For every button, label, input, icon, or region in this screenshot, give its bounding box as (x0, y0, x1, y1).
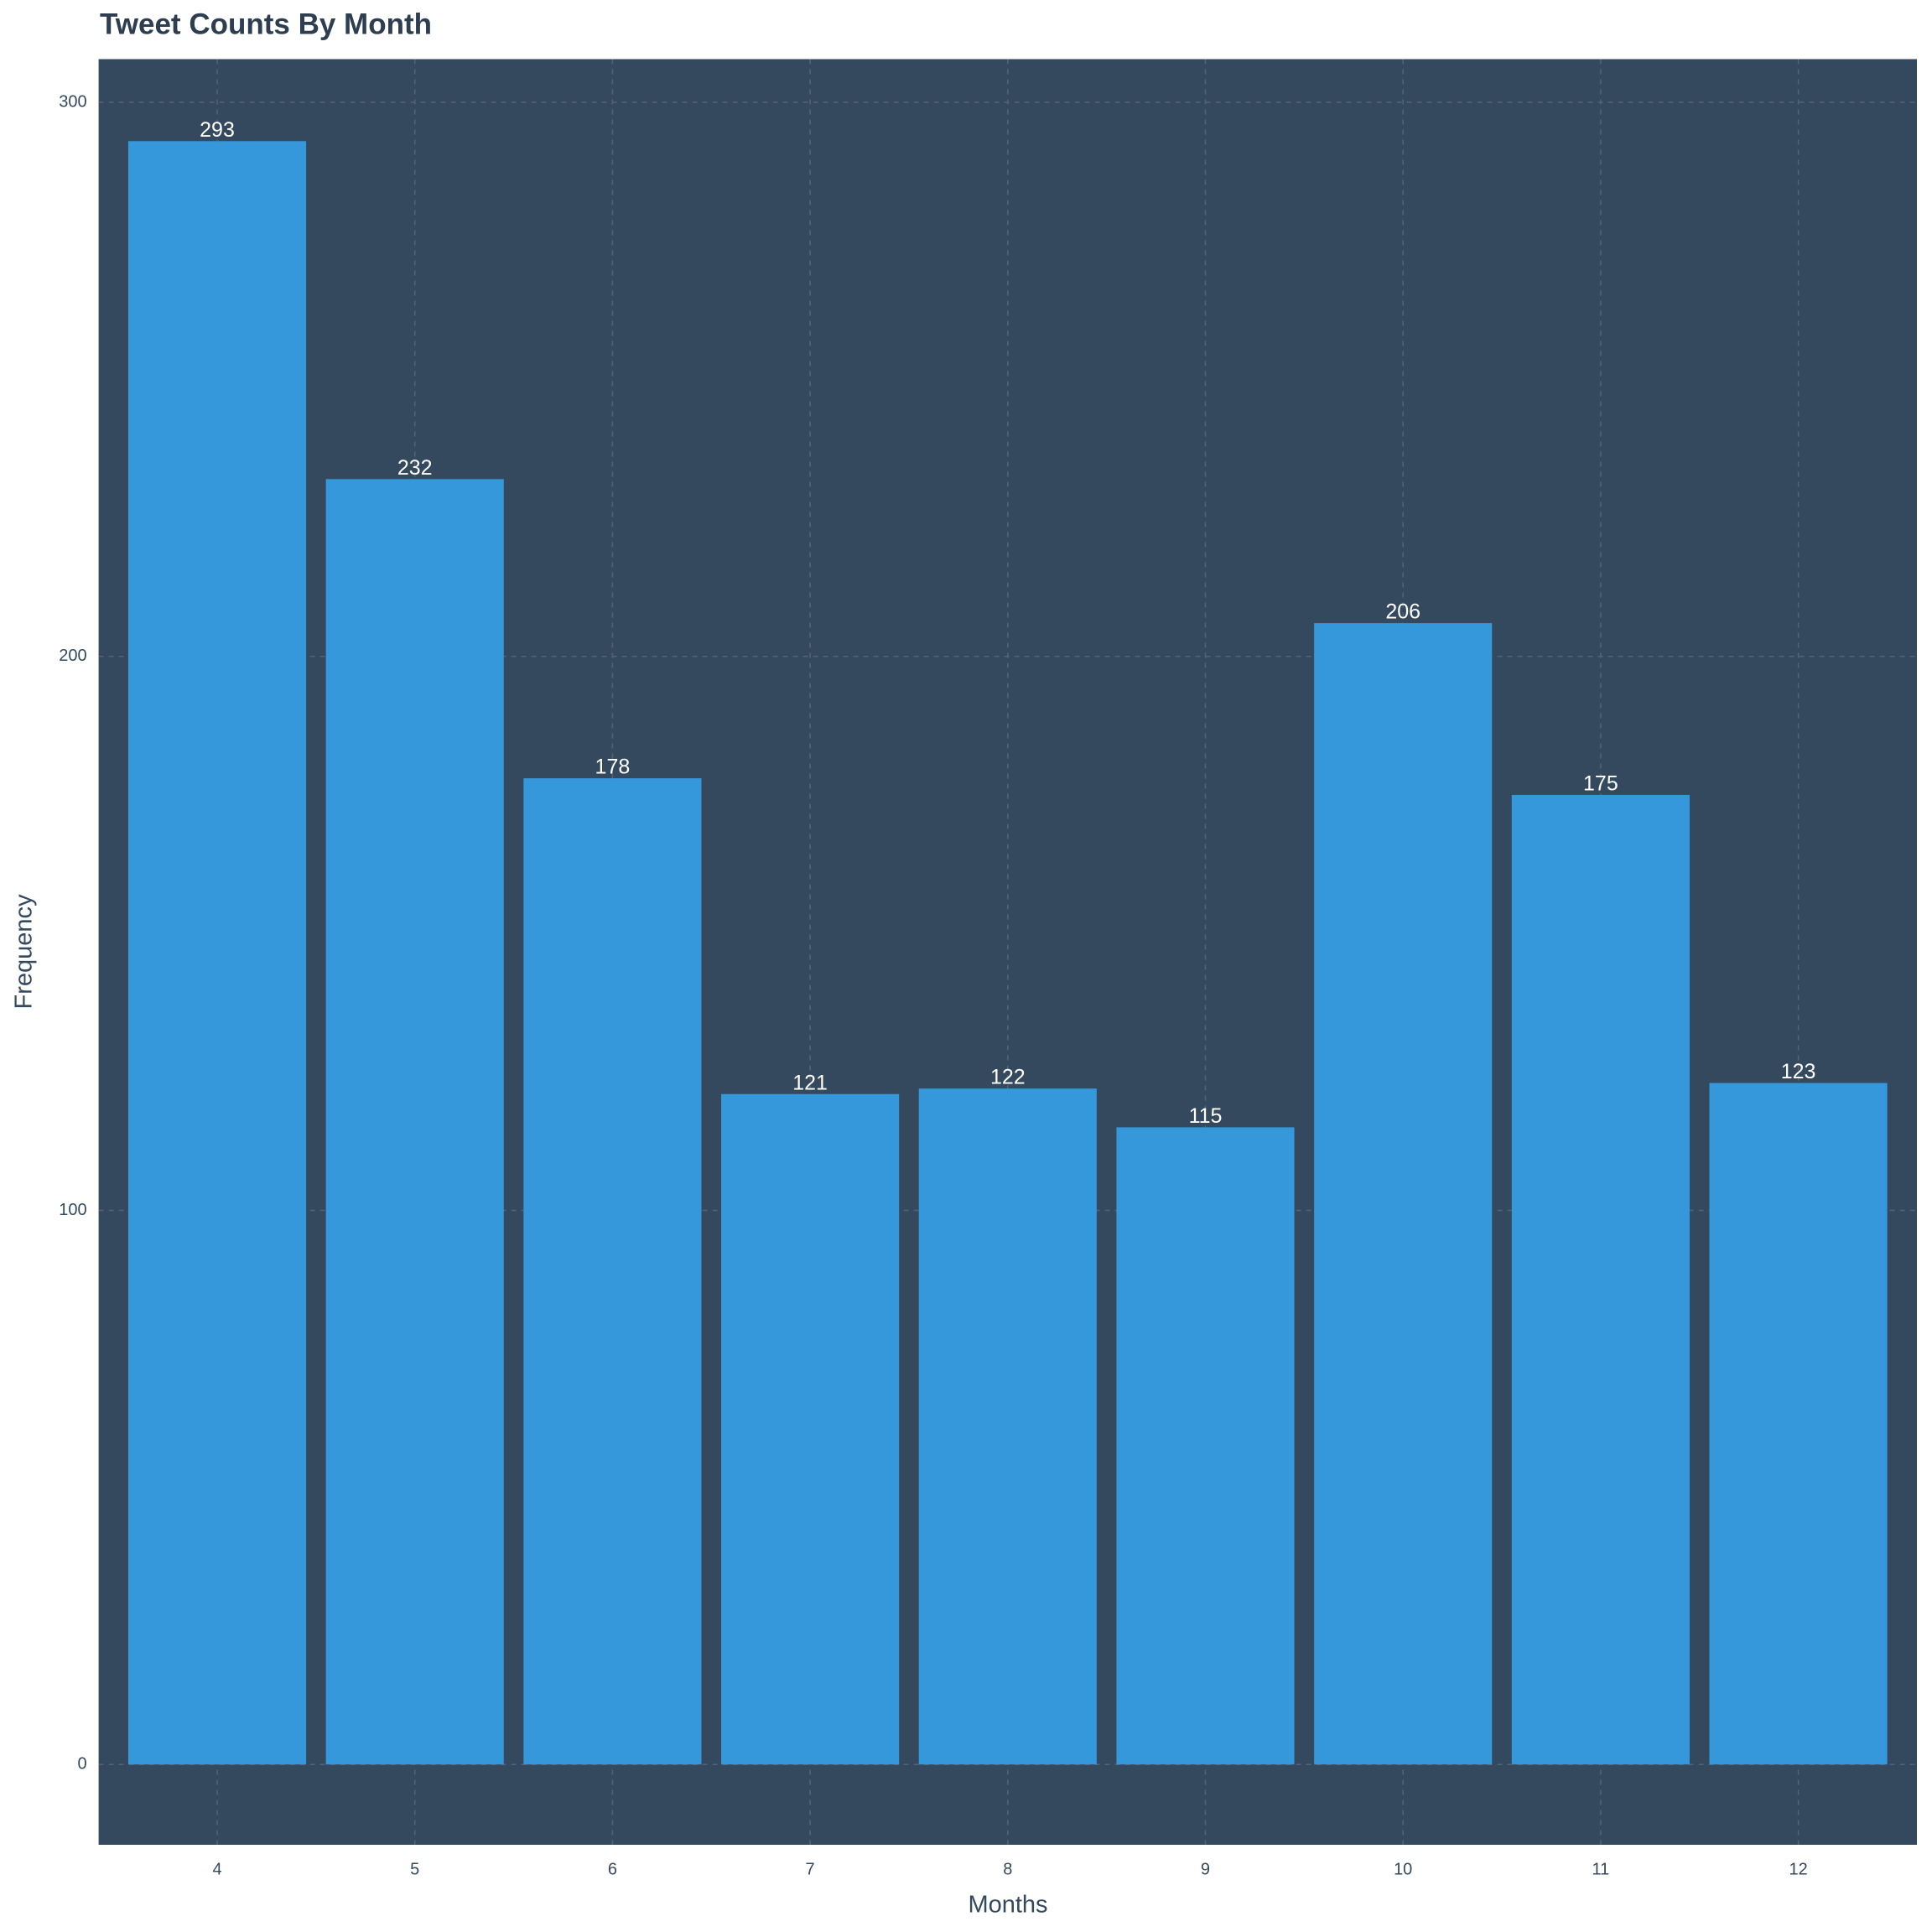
bar (721, 1093, 900, 1765)
x-tick-label: 11 (1592, 1860, 1610, 1878)
value-label: 122 (990, 1066, 1026, 1089)
bar (918, 1088, 1097, 1765)
y-axis-title: Frequency (11, 894, 38, 1010)
chart-title: Tweet Counts By Month (100, 8, 432, 40)
x-tick-label: 8 (1003, 1860, 1012, 1878)
x-tick-label: 10 (1394, 1860, 1412, 1878)
value-label: 178 (595, 756, 631, 779)
x-tick-label: 4 (212, 1860, 221, 1878)
value-label: 232 (397, 456, 433, 480)
x-tick-label: 12 (1789, 1860, 1807, 1878)
bar (1511, 794, 1690, 1765)
y-tick-label: 0 (77, 1754, 86, 1773)
bar (1314, 623, 1493, 1765)
bar (127, 141, 307, 1765)
value-label: 175 (1583, 772, 1618, 796)
bar (523, 778, 702, 1765)
y-tick-label: 200 (59, 647, 86, 665)
bar (1709, 1083, 1888, 1765)
value-label: 121 (792, 1071, 828, 1094)
x-tick-label: 5 (410, 1860, 419, 1878)
value-label: 123 (1781, 1060, 1816, 1083)
value-label: 293 (200, 118, 235, 142)
x-tick-label: 6 (608, 1860, 617, 1878)
x-axis-title: Months (968, 1892, 1047, 1919)
bar (325, 479, 504, 1765)
value-label: 206 (1385, 600, 1420, 624)
value-label: 115 (1189, 1104, 1223, 1128)
x-tick-label: 7 (806, 1860, 815, 1878)
bar (1116, 1127, 1295, 1765)
y-tick-label: 300 (59, 92, 86, 111)
x-tick-label: 9 (1201, 1860, 1210, 1878)
y-tick-label: 100 (59, 1201, 86, 1219)
